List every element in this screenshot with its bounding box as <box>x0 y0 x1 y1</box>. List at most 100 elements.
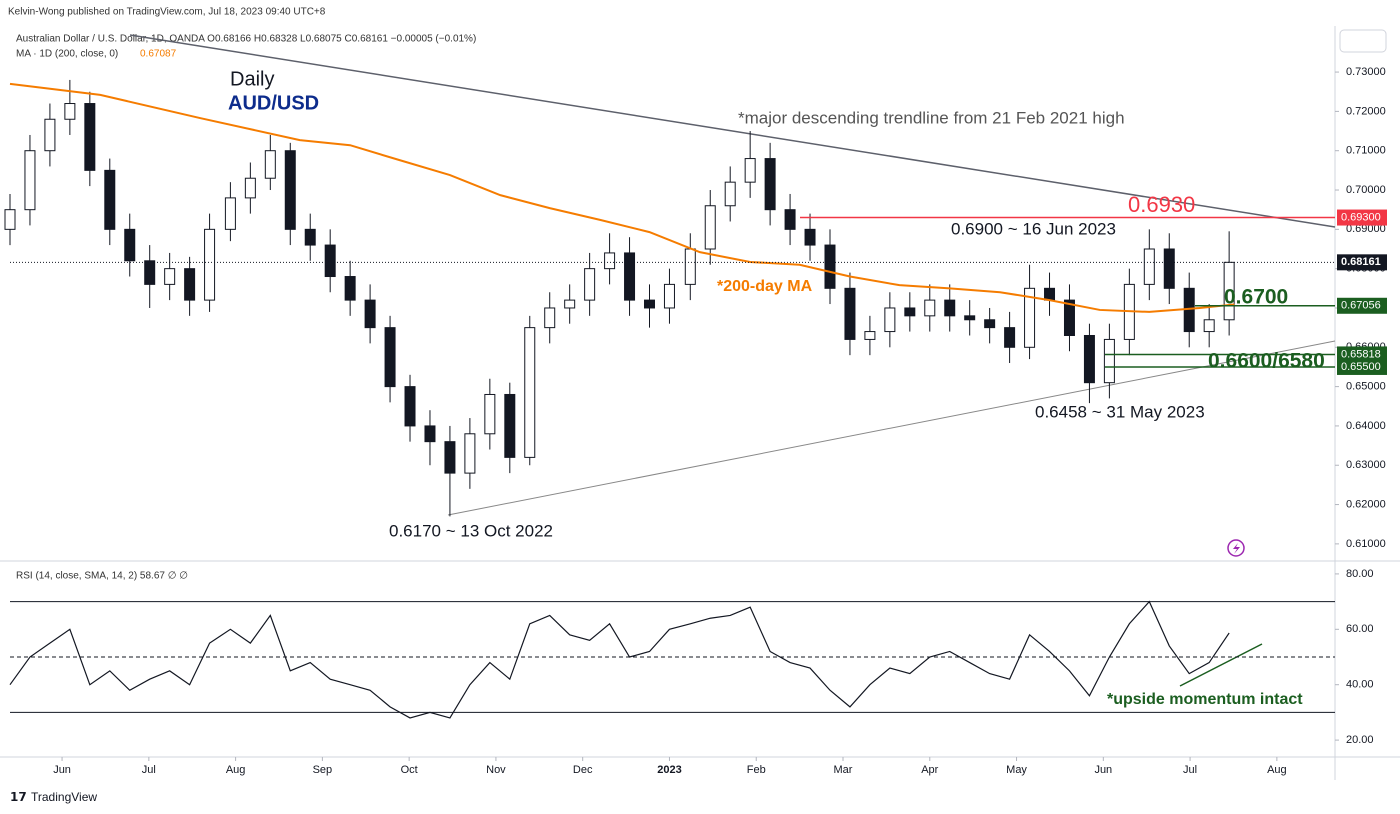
candle-body <box>444 441 456 474</box>
candle-body <box>304 228 316 246</box>
candle-body <box>1103 338 1115 384</box>
candle-body <box>344 276 356 301</box>
x-tick-label: Sep <box>313 764 333 776</box>
candle-body <box>1163 248 1175 289</box>
candle-body <box>544 307 556 329</box>
x-tick-label: Aug <box>226 764 246 776</box>
x-tick-label: Feb <box>747 764 766 776</box>
y-tick-label: 0.69000 <box>1346 223 1386 235</box>
candle-body <box>1083 334 1095 384</box>
candle-body <box>64 103 76 120</box>
level-label: 0.65818 <box>1341 348 1381 360</box>
candle-body <box>1143 248 1155 285</box>
candle-body <box>484 393 496 435</box>
level-label: 0.67056 <box>1341 300 1381 312</box>
rsi-y-tick-label: 60.00 <box>1346 623 1374 635</box>
candle-body <box>1044 287 1056 301</box>
candle-body <box>104 169 116 230</box>
rsi-line <box>9 600 1230 719</box>
candle-body <box>624 252 636 301</box>
y-tick-label: 0.65000 <box>1346 381 1386 393</box>
candle-body <box>24 150 36 211</box>
level-box <box>1337 297 1387 314</box>
y-tick-label: 0.71000 <box>1346 145 1386 157</box>
candle-body <box>604 252 616 270</box>
level-box <box>1337 346 1387 363</box>
candle-body <box>904 307 916 317</box>
candle-body <box>1024 287 1036 348</box>
candle-body <box>224 197 236 230</box>
candle-body <box>284 150 296 230</box>
rsi-y-tick-label: 40.00 <box>1346 679 1374 691</box>
ma-legend-value: 0.67087 <box>140 49 177 60</box>
candle-body <box>644 299 656 309</box>
candle-body <box>504 393 516 458</box>
ma-legend: MA · 1D (200, close, 0) <box>16 49 118 60</box>
ma-line <box>9 82 1235 313</box>
rsi-trendline <box>1179 643 1263 687</box>
candle-body <box>824 244 836 289</box>
candle-body <box>524 327 536 458</box>
annotation: 0.6170 ~ 13 Oct 2022 <box>389 521 553 540</box>
level-box <box>1337 209 1387 226</box>
candle-body <box>144 260 156 285</box>
candle-body <box>964 315 976 321</box>
descending-trendline <box>129 34 1336 228</box>
candle-body <box>384 327 396 388</box>
candle-body <box>924 299 936 317</box>
annotation: *200-day MA <box>717 278 813 295</box>
candle-body <box>1004 327 1016 348</box>
y-tick-label: 0.73000 <box>1346 66 1386 78</box>
ascending-trendline <box>447 340 1336 516</box>
alert-icon[interactable] <box>1227 539 1245 557</box>
x-tick-label: May <box>1006 764 1027 776</box>
candle-body <box>744 158 756 183</box>
y-tick-label: 0.61000 <box>1346 538 1386 550</box>
candle-body <box>164 268 176 285</box>
publisher: Kelvin-Wong published on TradingView.com… <box>8 7 326 18</box>
candle-body <box>704 205 716 250</box>
symbol-legend: Australian Dollar / U.S. Dollar, 1D, OAN… <box>16 34 476 45</box>
candle-body <box>44 118 56 152</box>
logo-mark: 𝟭𝟳 <box>10 790 27 804</box>
x-tick-label: Dec <box>573 764 593 776</box>
candle-body <box>944 299 956 317</box>
candle-body <box>184 268 196 301</box>
candle-body <box>884 307 896 333</box>
level-box <box>1337 358 1387 375</box>
candle-body <box>663 283 675 309</box>
last-price-label: 0.68161 <box>1341 256 1381 268</box>
candle-body <box>84 103 96 171</box>
y-tick-label: 0.63000 <box>1346 459 1386 471</box>
candle-body <box>404 386 416 427</box>
candle-body <box>324 244 336 278</box>
y-tick-label: 0.64000 <box>1346 420 1386 432</box>
x-tick-label: Jul <box>142 764 156 776</box>
candle-body <box>464 433 476 474</box>
candle-body <box>764 158 776 211</box>
annotation: 0.6600/6580 <box>1208 350 1325 373</box>
candle-body <box>1203 319 1215 333</box>
x-tick-label: Oct <box>401 764 418 776</box>
rsi-y-tick-label: 80.00 <box>1346 568 1374 580</box>
candle-body <box>684 248 696 285</box>
level-label: 0.69300 <box>1341 211 1381 223</box>
candle-body <box>984 319 996 329</box>
candle-body <box>124 228 136 262</box>
x-tick-label: Mar <box>834 764 853 776</box>
settings-button[interactable] <box>1339 29 1387 53</box>
annotation: 0.6930 <box>1128 192 1195 217</box>
candle-body <box>424 425 436 443</box>
level-label: 0.65500 <box>1341 361 1381 373</box>
footer-brand: TradingView <box>31 790 97 804</box>
annotation: *major descending trendline from 21 Feb … <box>738 108 1125 127</box>
annotation: Daily <box>230 68 274 90</box>
x-tick-label: Jun <box>1094 764 1112 776</box>
y-tick-label: 0.70000 <box>1346 184 1386 196</box>
candle-body <box>844 287 856 340</box>
candle-body <box>804 228 816 246</box>
x-tick-label: Apr <box>921 764 938 776</box>
rsi-annotation: *upside momentum intact <box>1107 691 1303 708</box>
rsi-y-tick-label: 20.00 <box>1346 734 1374 746</box>
